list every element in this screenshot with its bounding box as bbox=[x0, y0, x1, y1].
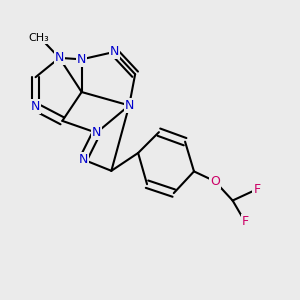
Text: N: N bbox=[92, 126, 101, 139]
Text: O: O bbox=[210, 175, 220, 188]
Text: N: N bbox=[31, 100, 40, 113]
Text: F: F bbox=[254, 183, 261, 196]
Text: F: F bbox=[242, 215, 249, 228]
Text: N: N bbox=[55, 51, 64, 64]
Text: N: N bbox=[77, 53, 86, 66]
Text: CH₃: CH₃ bbox=[28, 33, 49, 43]
Text: N: N bbox=[78, 153, 88, 166]
Text: N: N bbox=[124, 99, 134, 112]
Text: N: N bbox=[110, 45, 119, 58]
